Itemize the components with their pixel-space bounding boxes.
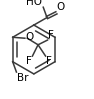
Text: HO: HO — [26, 0, 42, 7]
Text: F: F — [26, 56, 32, 66]
Text: Br: Br — [17, 73, 28, 83]
Text: O: O — [57, 2, 65, 12]
Text: F: F — [46, 56, 52, 66]
Text: F: F — [48, 30, 54, 40]
Text: O: O — [25, 32, 34, 42]
